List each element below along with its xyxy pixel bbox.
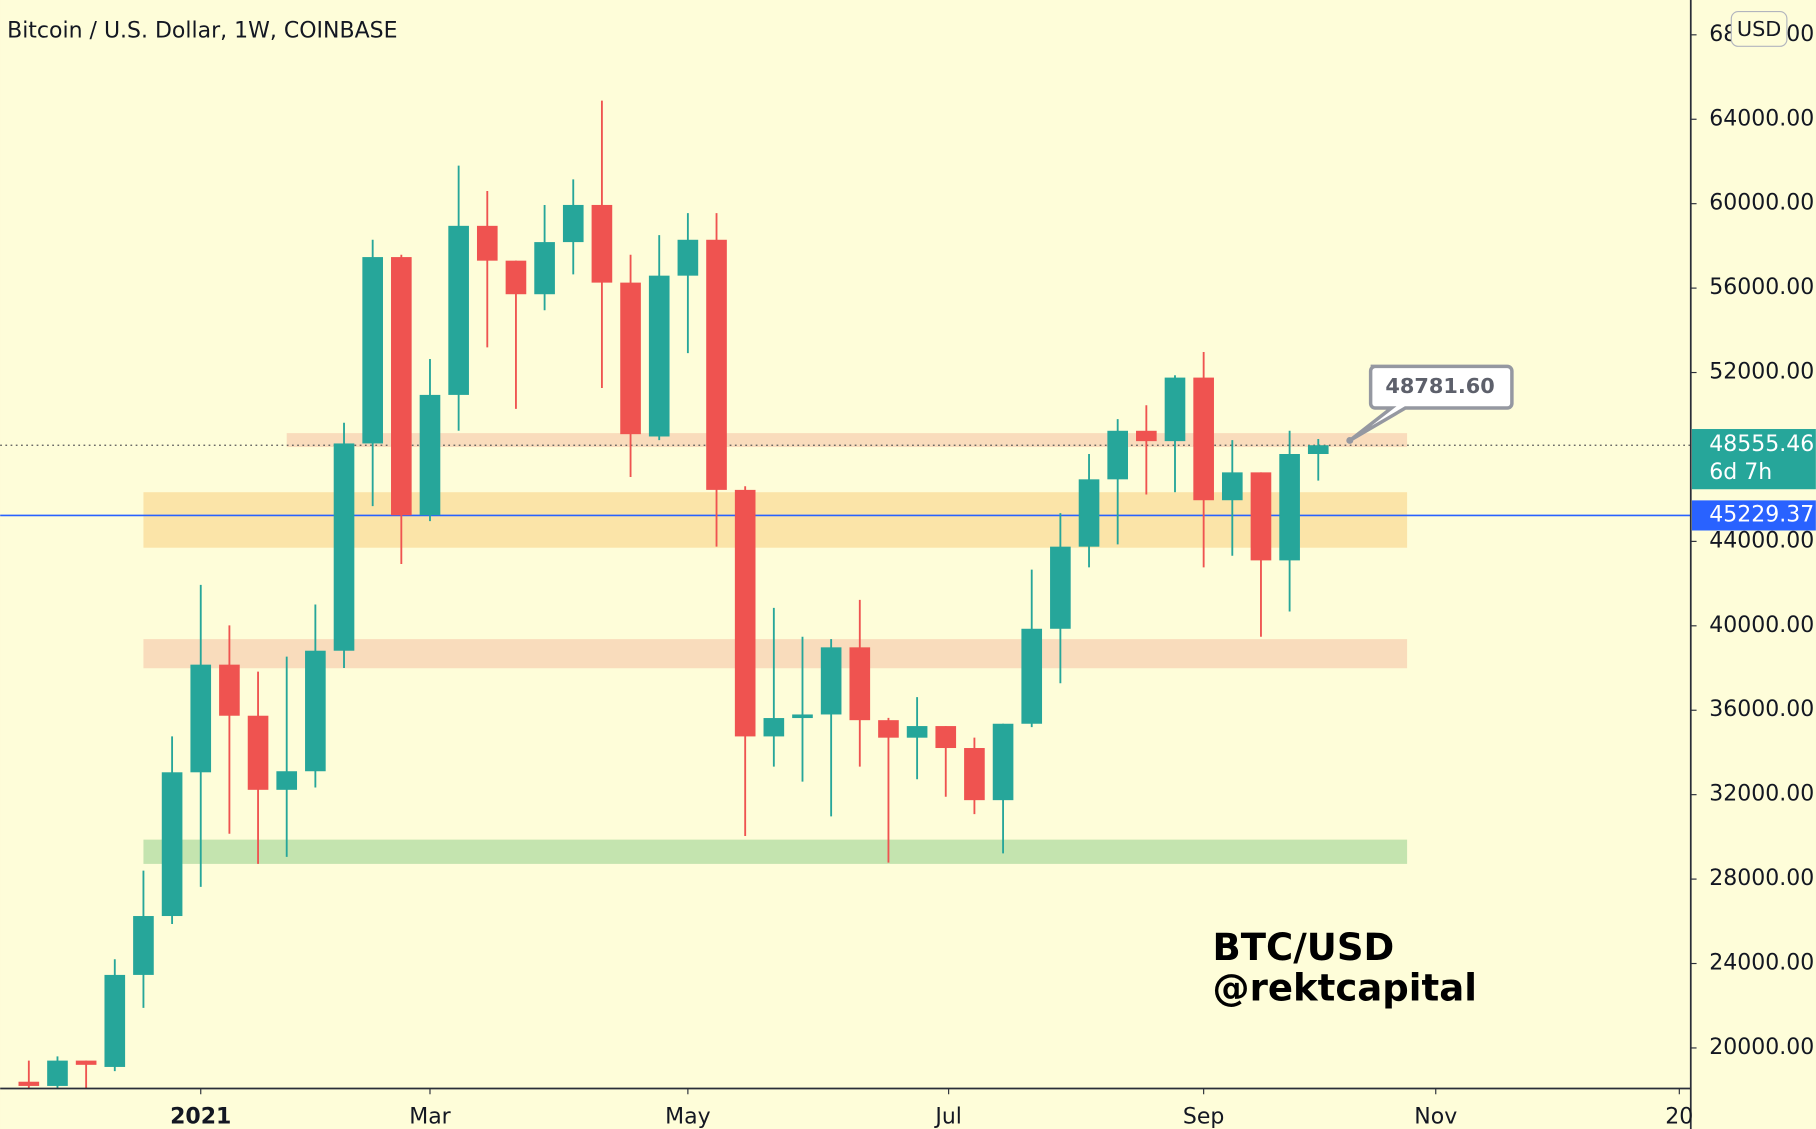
candle-body <box>505 260 527 295</box>
candle-body <box>391 257 412 516</box>
y-tick-label: 28000.00 <box>1709 866 1814 891</box>
candles <box>18 100 1329 1089</box>
level-badge <box>1691 500 1816 531</box>
candle-body <box>677 239 699 276</box>
x-tick-label: May <box>665 1104 710 1129</box>
candle-body <box>591 204 613 283</box>
candle-body <box>992 723 1014 801</box>
watermark-line: BTC/USD <box>1213 926 1395 969</box>
candle-body <box>1193 377 1214 501</box>
candle-body <box>47 1060 68 1086</box>
candle-body <box>1307 445 1329 455</box>
candle-body <box>18 1081 40 1086</box>
candle-body <box>448 225 469 395</box>
candle-body <box>878 720 899 738</box>
x-tick-label: 20 <box>1665 1104 1693 1129</box>
level-label: 45229.37 <box>1709 502 1814 527</box>
candle-body <box>1078 479 1100 547</box>
x-tick-label: Mar <box>409 1104 451 1129</box>
candle-body <box>247 715 269 790</box>
candle-body <box>305 650 326 772</box>
candle-body <box>906 726 928 738</box>
currency-label[interactable]: USD <box>1737 17 1782 41</box>
last-price-label: 48555.46 <box>1709 432 1814 457</box>
price-lines: 48781.60 <box>0 364 1691 517</box>
x-tick-label: 2021 <box>170 1104 231 1129</box>
callout-anchor <box>1346 436 1354 444</box>
y-tick-label: 56000.00 <box>1709 275 1814 300</box>
candle-body <box>190 664 212 773</box>
candle-body <box>792 714 813 719</box>
candle-body <box>763 718 785 737</box>
candle-body <box>333 443 355 651</box>
candle-body <box>1279 454 1300 561</box>
x-tick-label: Sep <box>1183 1104 1224 1129</box>
y-tick-label: 24000.00 <box>1709 951 1814 976</box>
candle-body <box>161 772 183 917</box>
y-tick-label: 40000.00 <box>1709 613 1814 638</box>
candle-body <box>1050 546 1071 629</box>
candle-body <box>276 771 298 790</box>
currency-button[interactable] <box>1730 11 1788 47</box>
candle-body <box>1221 472 1243 501</box>
candle-body <box>648 275 670 437</box>
watermark-line: @rektcapital <box>1213 967 1477 1010</box>
countdown-label: 6d 7h <box>1709 460 1772 485</box>
candle-body <box>1164 377 1186 442</box>
y-tick-label: 32000.00 <box>1709 782 1814 807</box>
candle-body <box>75 1060 97 1065</box>
y-tick-label: 64000.00 <box>1709 106 1814 131</box>
candle-body <box>104 974 126 1067</box>
candle-body <box>362 257 383 444</box>
price-zone <box>143 839 1408 864</box>
y-tick-label: 36000.00 <box>1709 697 1814 722</box>
chart-title: Bitcoin / U.S. Dollar, 1W, COINBASE <box>7 18 397 43</box>
candle-body <box>964 748 985 801</box>
candle-body <box>219 664 240 716</box>
candle-body <box>820 647 842 715</box>
y-tick-label: 44000.00 <box>1709 528 1814 553</box>
candle-body <box>1250 472 1272 561</box>
price-zone <box>143 492 1408 548</box>
candle-body <box>620 282 641 435</box>
candle-body <box>1136 430 1157 442</box>
candle-body <box>534 242 555 295</box>
price-zone <box>143 639 1408 669</box>
callout-label: 48781.60 <box>1385 374 1494 398</box>
candle-body <box>734 489 756 737</box>
candle-body <box>935 726 957 749</box>
candle-body <box>1107 430 1129 480</box>
y-tick-label: 60000.00 <box>1709 191 1814 216</box>
y-tick-label: 52000.00 <box>1709 360 1814 385</box>
x-tick-label: Jul <box>933 1104 962 1129</box>
last-price-badge <box>1691 429 1816 490</box>
candle-body <box>706 239 727 490</box>
candle-body <box>1021 628 1043 724</box>
y-tick-label: 20000.00 <box>1709 1035 1814 1060</box>
axes: 20000.00 24000.00 28000.00 32000.00 36000.00… <box>170 22 1816 1129</box>
candle-body <box>849 647 871 721</box>
candle-body <box>562 204 584 243</box>
candle-body <box>133 916 154 975</box>
candle-body <box>476 225 498 261</box>
candle-body <box>419 394 441 516</box>
x-tick-label: Nov <box>1414 1104 1457 1129</box>
